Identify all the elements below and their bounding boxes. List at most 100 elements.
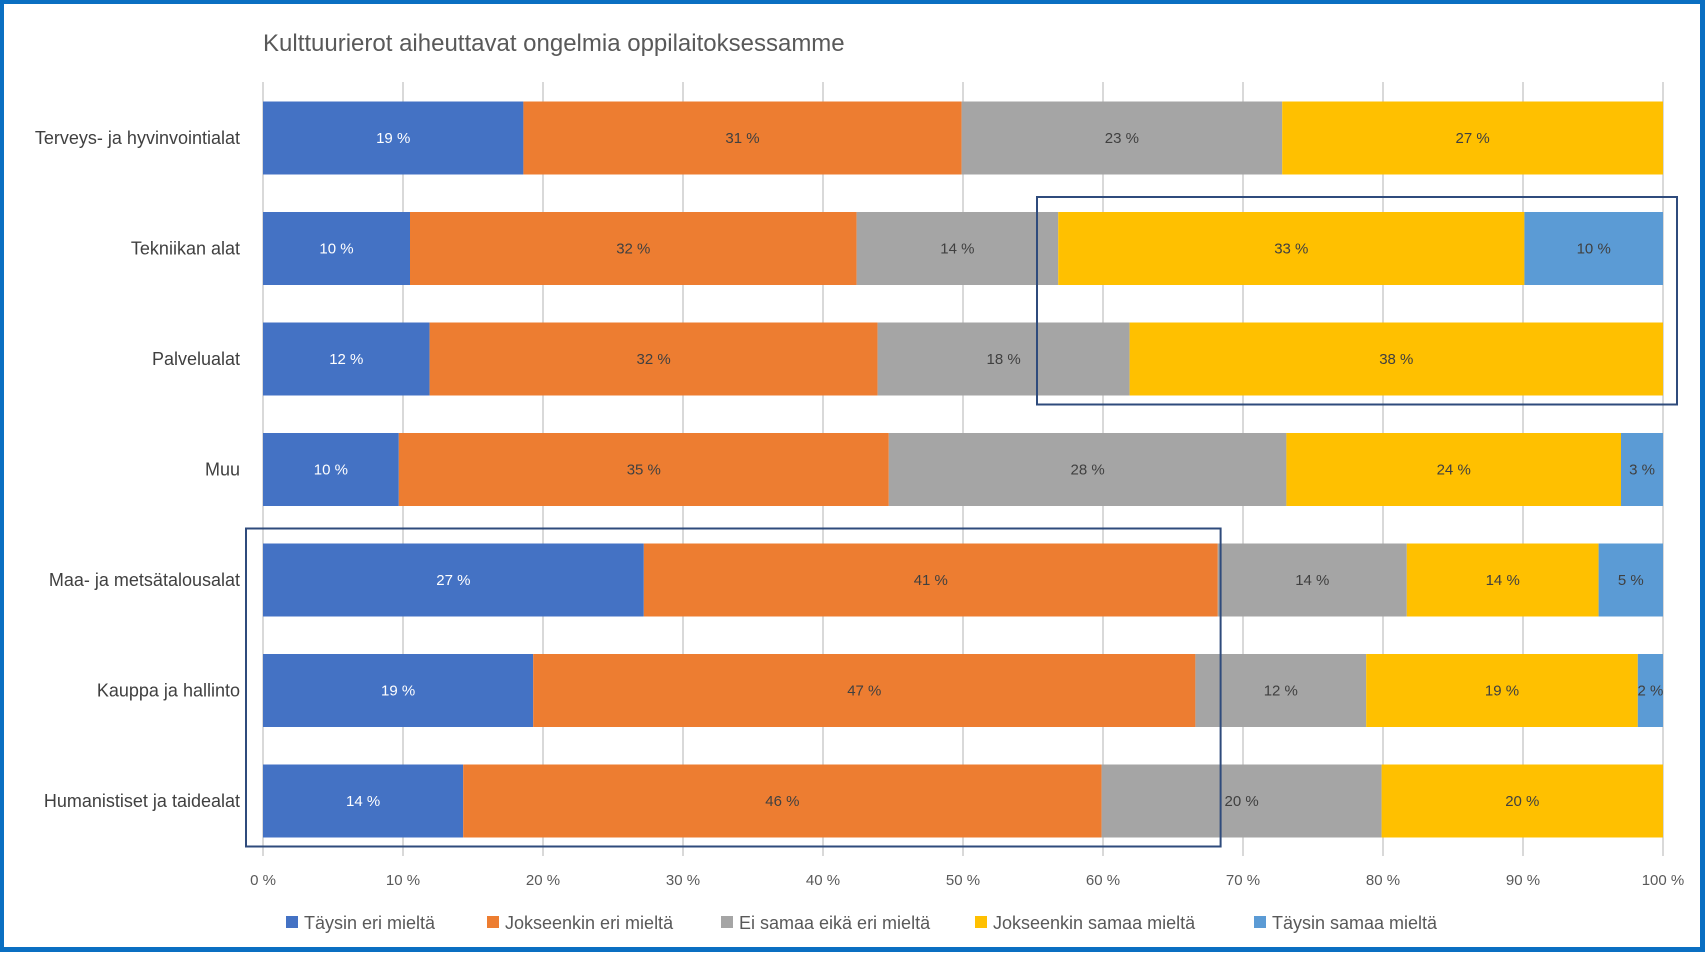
value-axis: 0 % 10 % 20 % 30 % 40 % 50 % 60 % 70 % 80 % 90 % 1… — [250, 872, 1684, 889]
bar-segment — [877, 322, 1130, 396]
data-label: 38 % — [1379, 351, 1413, 368]
legend-swatch — [975, 916, 987, 928]
bar-segment — [1282, 101, 1663, 175]
x-tick-label: 10 % — [386, 872, 420, 889]
bar-segment — [1381, 764, 1663, 838]
bar-segment — [1598, 543, 1663, 617]
data-label: 23 % — [1105, 130, 1139, 147]
legend-label: Täysin samaa mieltä — [1272, 913, 1438, 933]
bar-segment — [263, 101, 524, 175]
data-label: 3 % — [1629, 462, 1655, 479]
bar-segment — [410, 212, 857, 285]
data-label: 14 % — [346, 793, 380, 810]
x-tick-label: 40 % — [806, 872, 840, 889]
data-label: 14 % — [1486, 572, 1520, 589]
data-label: 10 % — [314, 462, 348, 479]
data-label: 41 % — [914, 572, 948, 589]
bar-segment — [398, 433, 889, 506]
bar-segment — [263, 322, 430, 396]
data-label: 12 % — [329, 351, 363, 368]
highlight-box — [245, 527, 1222, 848]
category-label: Tekniikan alat — [131, 239, 240, 259]
bar-segment — [263, 654, 534, 727]
category-label: Maa- ja metsätalousalat — [49, 570, 240, 590]
x-tick-label: 50 % — [946, 872, 980, 889]
bar-segment — [263, 764, 464, 838]
data-label: 32 % — [616, 241, 650, 258]
legend-swatch — [1254, 916, 1266, 928]
bar-segment — [961, 101, 1283, 175]
bar-segment — [1217, 543, 1407, 617]
bar-segment — [1524, 212, 1663, 285]
bar-segment — [429, 322, 878, 396]
legend-label: Ei samaa eikä eri mieltä — [739, 913, 931, 933]
bar-segment — [888, 433, 1287, 506]
bar-segment — [1195, 654, 1367, 727]
bar-segment — [1101, 764, 1382, 838]
data-label: 46 % — [765, 793, 799, 810]
data-label: 32 % — [636, 351, 670, 368]
legend-item: Jokseenkin samaa mieltä — [975, 913, 1196, 933]
bar-segment — [263, 543, 644, 617]
legend-item: Täysin samaa mieltä — [1254, 913, 1438, 933]
data-label: 19 % — [1485, 683, 1519, 700]
category-label: Muu — [205, 460, 240, 480]
data-label: 28 % — [1070, 462, 1104, 479]
legend-item: Jokseenkin eri mieltä — [487, 913, 674, 933]
data-label: 47 % — [847, 683, 881, 700]
data-label: 33 % — [1274, 241, 1308, 258]
highlight-box — [1036, 196, 1678, 406]
x-tick-label: 90 % — [1506, 872, 1540, 889]
bar-segment — [643, 543, 1218, 617]
legend-label: Jokseenkin samaa mieltä — [993, 913, 1196, 933]
data-label: 19 % — [381, 683, 415, 700]
data-label: 18 % — [986, 351, 1020, 368]
data-label: 12 % — [1264, 683, 1298, 700]
data-label: 19 % — [376, 130, 410, 147]
category-label: Terveys- ja hyvinvointialat — [35, 128, 240, 148]
data-label: 27 % — [1455, 130, 1489, 147]
stacked-bar-chart: Kulttuurierot aiheuttavat ongelmia oppil… — [35, 30, 1684, 933]
x-tick-label: 60 % — [1086, 872, 1120, 889]
legend-item: Ei samaa eikä eri mieltä — [721, 913, 931, 933]
legend-swatch — [286, 916, 298, 928]
bar-segment — [1406, 543, 1599, 617]
data-label: 10 % — [1577, 241, 1611, 258]
legend: Täysin eri mieltä Jokseenkin eri mieltä Ei… — [286, 913, 1438, 933]
bar-segment — [1637, 654, 1663, 727]
bar-segment — [263, 433, 399, 506]
bar-segment — [263, 212, 410, 285]
x-tick-label: 70 % — [1226, 872, 1260, 889]
bar-segment — [1366, 654, 1638, 727]
legend-label: Jokseenkin eri mieltä — [505, 913, 674, 933]
chart-title: Kulttuurierot aiheuttavat ongelmia oppil… — [263, 30, 845, 57]
data-label: 10 % — [319, 241, 353, 258]
category-axis: Terveys- ja hyvinvointialat Tekniikan ala… — [35, 128, 240, 811]
bar-segment — [1621, 433, 1663, 506]
x-tick-label: 30 % — [666, 872, 700, 889]
legend-swatch — [487, 916, 499, 928]
category-label: Kauppa ja hallinto — [97, 681, 240, 701]
bar-segment — [1129, 322, 1663, 396]
data-label: 20 % — [1224, 793, 1258, 810]
bar-segment — [533, 654, 1196, 727]
category-label: Palvelualat — [152, 349, 240, 369]
bar-segment — [856, 212, 1059, 285]
bar-segment — [463, 764, 1102, 838]
annotations — [245, 196, 1678, 848]
x-tick-label: 20 % — [526, 872, 560, 889]
data-label: 2 % — [1637, 683, 1663, 700]
data-label: 14 % — [1295, 572, 1329, 589]
category-label: Humanistiset ja taidealat — [44, 791, 240, 811]
data-label: 24 % — [1437, 462, 1471, 479]
x-tick-label: 0 % — [250, 872, 276, 889]
data-label: 35 % — [627, 462, 661, 479]
bar-segment — [523, 101, 962, 175]
data-label: 31 % — [725, 130, 759, 147]
x-tick-label: 80 % — [1366, 872, 1400, 889]
data-label: 5 % — [1618, 572, 1644, 589]
data-label: 20 % — [1505, 793, 1539, 810]
bars: 19 % 31 % 23 % 27 % 10 % 32 % 14 % 33 % 10 % 12 %… — [263, 101, 1663, 838]
legend-label: Täysin eri mieltä — [304, 913, 436, 933]
